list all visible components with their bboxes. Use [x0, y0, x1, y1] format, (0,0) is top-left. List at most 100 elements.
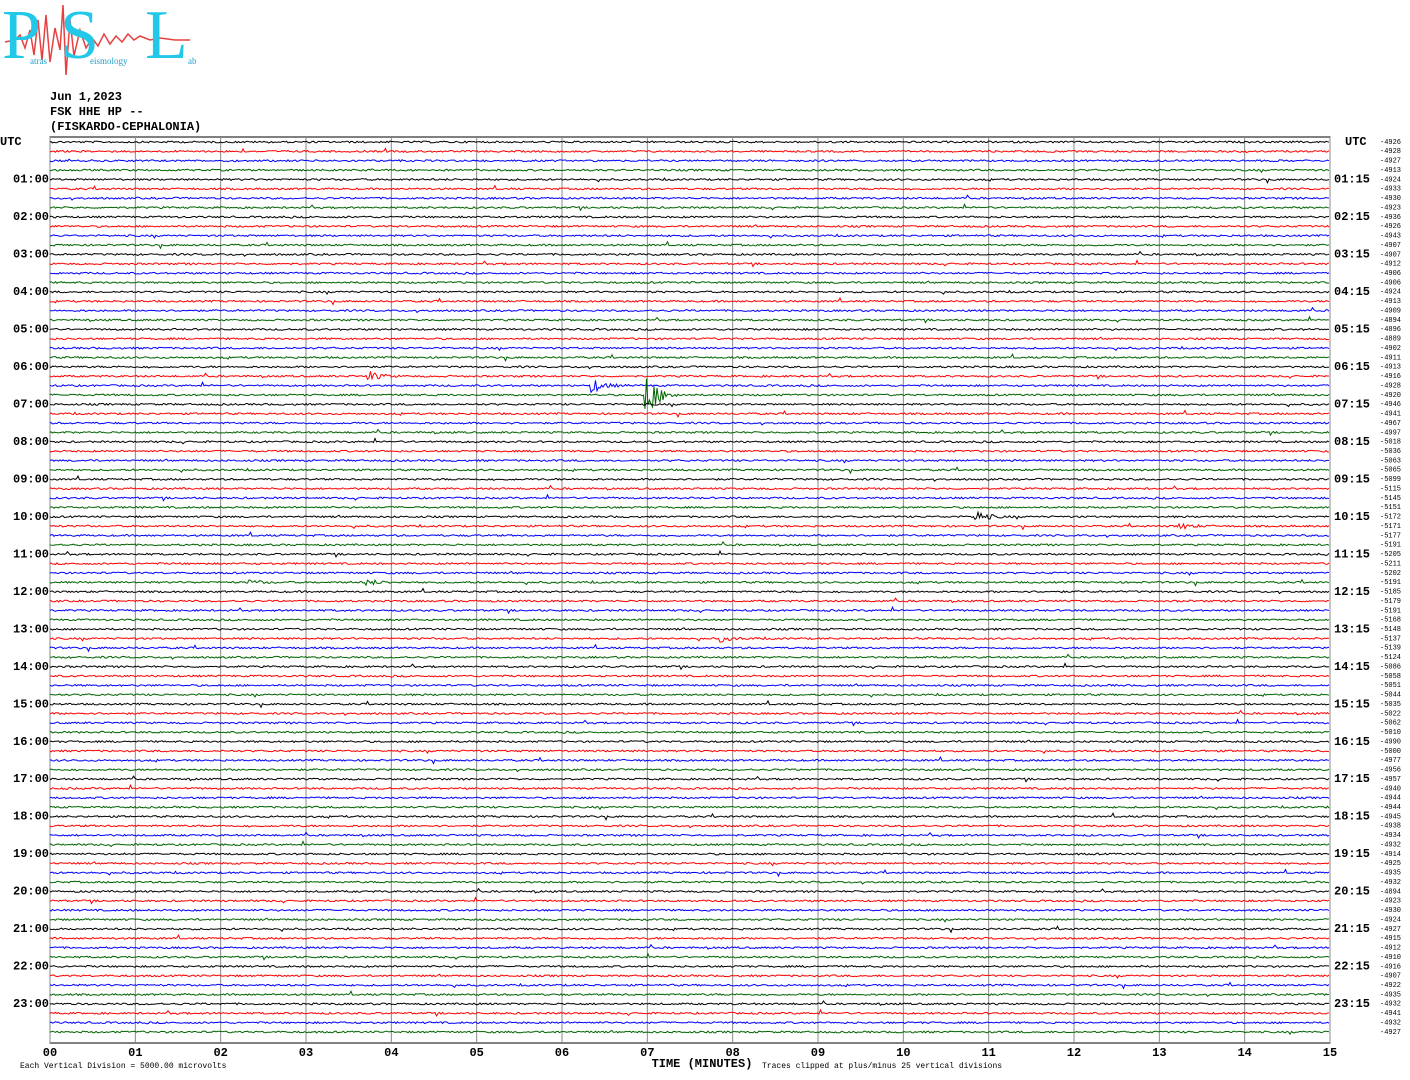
trace	[49, 1000, 1330, 1006]
trace-offset: -4914	[1380, 851, 1401, 859]
trace-offset: -5065	[1380, 467, 1401, 475]
trace	[49, 1008, 1330, 1017]
trace-offset: -5191	[1380, 579, 1401, 587]
trace	[49, 990, 1330, 997]
row-label-left: 20:00	[13, 885, 49, 899]
trace	[49, 643, 1330, 653]
trace	[49, 804, 1330, 811]
x-tick-label: 09	[811, 1046, 825, 1060]
trace	[49, 783, 1330, 791]
trace-offset: -4926	[1380, 139, 1401, 147]
trace-offset: -4927	[1380, 158, 1401, 166]
header-date: Jun 1,2023	[50, 90, 122, 104]
trace-offset: -4894	[1380, 888, 1401, 896]
trace	[49, 184, 1330, 191]
row-label-left: 09:00	[13, 472, 49, 486]
trace	[49, 259, 1330, 268]
trace-offset: -5044	[1380, 692, 1401, 700]
trace-offset: -5086	[1380, 663, 1401, 671]
logo-letter: S	[60, 0, 99, 74]
logo-trace	[4, 4, 190, 76]
trace	[49, 168, 1330, 174]
trace-offset: -4906	[1380, 270, 1401, 278]
trace	[50, 271, 1330, 275]
footnote: Traces clipped at plus/minus 25 vertical…	[762, 1062, 1002, 1071]
row-label-right: 10:15	[1334, 510, 1370, 524]
trace	[49, 578, 1330, 587]
trace-offset: -5022	[1380, 710, 1401, 718]
row-label-left: 07:00	[13, 397, 49, 411]
trace	[49, 748, 1330, 755]
trace	[49, 296, 1330, 306]
trace-offset: -4907	[1380, 251, 1401, 259]
row-label-right: 21:15	[1334, 922, 1370, 936]
x-tick-label: 05	[469, 1046, 483, 1060]
row-label-left: 23:00	[13, 997, 49, 1011]
row-label-right: 02:15	[1334, 210, 1370, 224]
x-tick-label: 12	[1067, 1046, 1081, 1060]
trace-offset: -5010	[1380, 729, 1401, 737]
trace	[49, 861, 1330, 867]
trace-offset: -4910	[1380, 954, 1401, 962]
row-label-left: 17:00	[13, 772, 49, 786]
trace	[49, 840, 1330, 848]
row-label-right: 19:15	[1334, 847, 1370, 861]
trace	[49, 345, 1330, 352]
trace	[49, 289, 1330, 296]
x-tick-label: 06	[555, 1046, 569, 1060]
trace-offset: -4925	[1380, 860, 1401, 868]
trace-offset: -4911	[1380, 354, 1401, 362]
trace-offset: -4909	[1380, 307, 1401, 315]
row-label-left: 14:00	[13, 660, 49, 674]
row-label-right: 06:15	[1334, 360, 1370, 374]
trace-offset: -5151	[1380, 504, 1401, 512]
trace	[49, 587, 1330, 595]
trace	[49, 605, 1330, 615]
trace-offset: -4894	[1380, 317, 1401, 325]
trace-offset: -4927	[1380, 1029, 1401, 1037]
trace	[49, 570, 1330, 577]
trace-offset: -4941	[1380, 411, 1401, 419]
trace-offset: -5137	[1380, 635, 1401, 643]
trace	[49, 636, 1330, 643]
trace-offset: -4926	[1380, 223, 1401, 231]
trace	[49, 973, 1330, 979]
row-label-left: 08:00	[13, 435, 49, 449]
trace	[49, 739, 1330, 744]
trace-offset: -4916	[1380, 373, 1401, 381]
trace-offset: -5179	[1380, 598, 1401, 606]
row-label-left: 02:00	[13, 210, 49, 224]
row-label-left: 19:00	[13, 847, 49, 861]
row-label-left: 18:00	[13, 810, 49, 824]
trace	[49, 510, 1330, 521]
trace	[49, 458, 1329, 464]
trace-offset: -4967	[1380, 420, 1401, 428]
logo-letter: L	[145, 0, 188, 74]
trace	[49, 484, 1330, 491]
trace-offset: -4928	[1380, 148, 1401, 156]
x-tick-label: 15	[1323, 1046, 1337, 1060]
header-location: (FISKARDO-CEPHALONIA)	[50, 120, 201, 134]
trace-offset: -4957	[1380, 776, 1401, 784]
trace-offset: -4923	[1380, 204, 1401, 212]
row-label-left: 16:00	[13, 735, 49, 749]
traces	[49, 140, 1330, 1036]
row-label-left: UTC	[0, 135, 22, 149]
row-label-right: 12:15	[1334, 585, 1370, 599]
row-label-left: 15:00	[13, 697, 49, 711]
trace-offset: -4938	[1380, 823, 1401, 831]
trace	[49, 597, 1330, 604]
trace	[49, 233, 1330, 239]
trace-offset: -5145	[1380, 495, 1401, 503]
trace-offset: -4932	[1380, 879, 1401, 887]
row-label-right: 22:15	[1334, 960, 1370, 974]
header-station: FSK HHE HP --	[50, 105, 144, 119]
trace	[49, 505, 1330, 510]
trace-offset: -5124	[1380, 654, 1401, 662]
trace-offset: -4906	[1380, 279, 1401, 287]
row-label-left: 01:00	[13, 173, 49, 187]
trace	[49, 952, 1330, 961]
row-label-left: 10:00	[13, 510, 49, 524]
row-label-left: 11:00	[13, 547, 49, 561]
trace-offset: -4902	[1380, 345, 1401, 353]
